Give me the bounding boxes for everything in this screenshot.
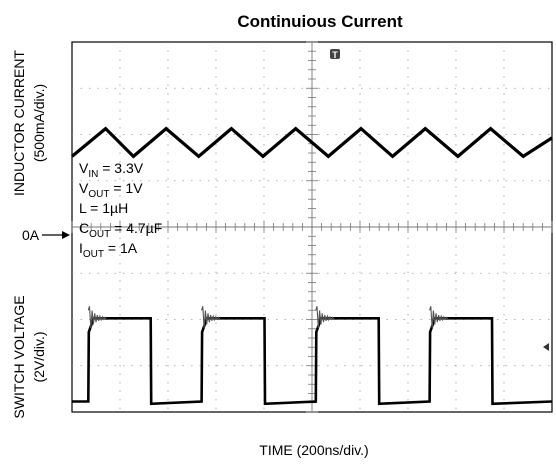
traces	[70, 126, 553, 406]
bottom-y-label: SWITCH VOLTAGE (2V/div.)	[11, 295, 47, 418]
top-y-label: INDUCTOR CURRENT (500mA/div.)	[11, 50, 47, 196]
condition-symbol: I	[79, 240, 83, 256]
condition-line: VIN = 3.3V	[79, 160, 144, 180]
condition-line: COUT = 4.7µF	[79, 220, 162, 240]
condition-value: = 3.3V	[98, 160, 143, 176]
inductor-current-scale: (500mA/div.)	[31, 84, 47, 162]
condition-subscript: OUT	[83, 249, 104, 260]
trigger-marker-box	[330, 49, 340, 59]
condition-symbol: L = 1µH	[79, 200, 128, 216]
condition-symbol: C	[79, 220, 89, 236]
switch-voltage-label: SWITCH VOLTAGE	[11, 295, 27, 418]
switch-ringing	[315, 306, 335, 328]
trigger-marker-label: T	[332, 50, 338, 60]
condition-symbol: V	[79, 180, 89, 196]
condition-line: VOUT = 1V	[79, 180, 143, 200]
condition-line: L = 1µH	[79, 200, 128, 216]
condition-symbol: V	[79, 160, 89, 176]
zero-marker: 0A	[22, 227, 70, 243]
condition-value: = 1V	[109, 180, 143, 196]
condition-value: = 1A	[104, 240, 138, 256]
switch-ringing	[201, 306, 221, 328]
inductor-current-trace	[70, 126, 553, 159]
switch-ringing	[87, 306, 107, 328]
zero-marker-arrow-icon	[62, 231, 70, 239]
zero-marker-label: 0A	[22, 227, 40, 243]
ground-level-marker-icon	[543, 343, 549, 351]
condition-subscript: OUT	[88, 189, 109, 200]
chart-title: Continuious Current	[237, 12, 403, 31]
condition-line: IOUT = 1A	[79, 240, 138, 260]
switch-voltage-scale: (2V/div.)	[31, 331, 47, 382]
trigger-marker: T	[330, 49, 340, 60]
condition-value: = 4.7µF	[110, 220, 162, 236]
inductor-current-label: INDUCTOR CURRENT	[11, 50, 27, 196]
switch-ringing	[429, 306, 449, 328]
x-axis-label: TIME (200ns/div.)	[259, 442, 368, 458]
condition-subscript: OUT	[89, 229, 110, 240]
condition-subscript: IN	[88, 169, 98, 180]
